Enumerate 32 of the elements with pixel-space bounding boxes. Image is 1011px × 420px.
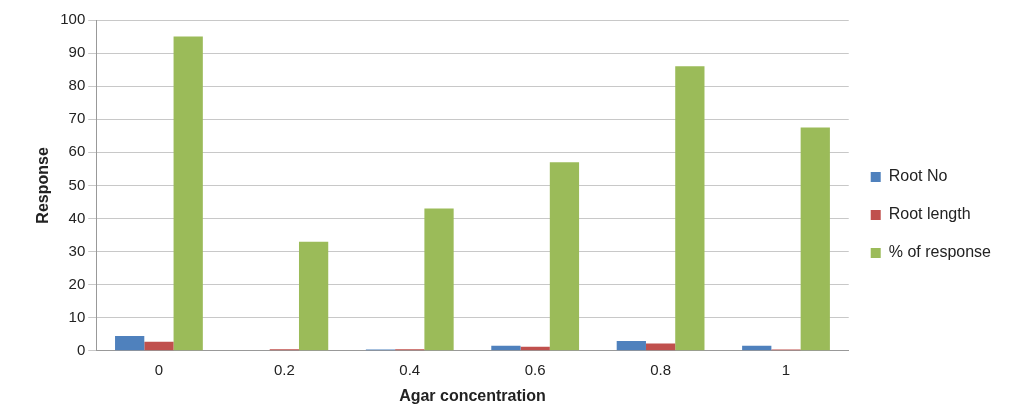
x-tick-label: 0.8	[650, 360, 672, 378]
x-tick-label: 0.2	[273, 360, 295, 378]
y-tick-label: 40	[68, 208, 86, 226]
bar	[424, 208, 454, 351]
x-tick-label: 0.4	[399, 360, 421, 378]
y-tick-label: 20	[68, 274, 86, 292]
bar	[800, 127, 830, 351]
y-tick-label: 60	[68, 142, 86, 160]
y-tick-label: 50	[68, 175, 86, 193]
x-tick-label: 0	[154, 360, 164, 378]
y-tick-label: 0	[76, 340, 86, 358]
y-tick-label: 10	[68, 307, 86, 325]
y-tick-label: 90	[68, 43, 86, 61]
legend-label: Root length	[888, 205, 971, 223]
y-tick-label: 80	[68, 76, 86, 94]
bar	[549, 162, 580, 351]
x-axis-title: Agar concentration	[399, 386, 546, 404]
legend-label: Root No	[888, 167, 948, 185]
bar	[144, 341, 174, 351]
y-tick-label: 30	[68, 241, 86, 259]
bar	[298, 241, 329, 351]
y-tick-label: 100	[60, 10, 86, 28]
bar	[616, 340, 646, 351]
bar	[675, 66, 705, 351]
y-axis-title: Response	[34, 147, 52, 224]
bar	[491, 345, 521, 351]
bar	[173, 36, 203, 351]
y-tick-label: 70	[68, 109, 86, 127]
bar	[115, 335, 145, 351]
x-tick-label: 0.6	[524, 360, 546, 378]
legend-label: % of response	[888, 243, 992, 261]
x-tick-label: 1	[781, 360, 791, 378]
